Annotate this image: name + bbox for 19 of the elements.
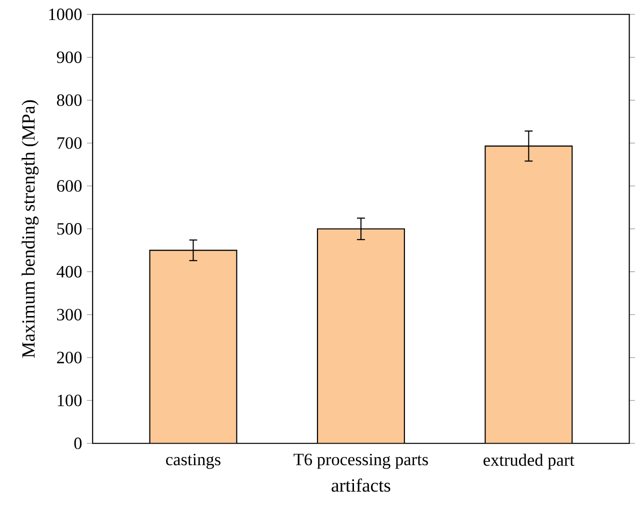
y-tick-label: 100	[58, 394, 82, 406]
y-tick-label: 600	[57, 180, 82, 192]
y-tick-label: 800	[57, 94, 82, 106]
y-tick-label: 300	[57, 308, 82, 321]
y-tick-label: 200	[57, 352, 82, 364]
x-tick-label: castings	[166, 454, 220, 469]
y-tick-label: 0	[74, 438, 82, 450]
bar	[484, 146, 573, 444]
x-tick-label: extruded part	[484, 454, 574, 470]
bar	[316, 228, 405, 444]
x-tick-label: T6 processing parts	[294, 454, 428, 469]
y-tick-label: 1000	[49, 8, 82, 20]
y-tick-label: 400	[56, 266, 82, 278]
y-tick-label: 700	[57, 137, 82, 149]
bar	[149, 250, 238, 444]
y-tick-label: 900	[56, 51, 82, 64]
x-axis-title: artifacts	[332, 478, 390, 492]
y-tick-label: 500	[57, 223, 82, 235]
y-axis-title: Maximum bending strength (MPa)	[22, 100, 39, 358]
